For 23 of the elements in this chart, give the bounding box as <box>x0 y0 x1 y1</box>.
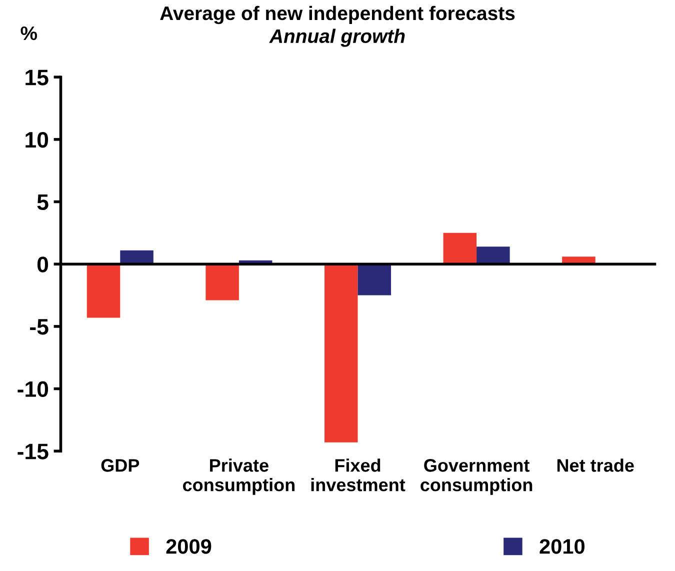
y-tick-label: -15 <box>18 444 48 460</box>
chart-subtitle: Annual growth <box>269 28 405 47</box>
legend-label: 2010 <box>540 539 584 554</box>
x-tick-label: Fixed investment <box>311 458 406 492</box>
y-tick-label: 0 <box>37 256 48 272</box>
y-tick-label: -5 <box>30 319 48 335</box>
y-axis-title: % <box>20 26 38 40</box>
bar <box>206 264 239 300</box>
bar <box>443 232 477 264</box>
y-tick-label: 10 <box>26 132 48 148</box>
chart-title: Average of new independent forecasts <box>160 6 515 24</box>
x-tick-label: GDP <box>101 459 140 472</box>
bar <box>358 264 392 296</box>
x-tick-label: Net trade <box>557 458 634 472</box>
legend-label: 2009 <box>166 539 212 554</box>
y-tick-label: 15 <box>26 70 48 86</box>
bar <box>324 264 358 442</box>
bar <box>86 264 120 318</box>
bar <box>476 246 510 264</box>
y-tick-label: -10 <box>18 381 48 398</box>
x-tick-label: Private consumption <box>182 458 295 495</box>
x-tick-label: Government consumption <box>420 459 532 495</box>
y-tick-label: 5 <box>37 194 48 210</box>
